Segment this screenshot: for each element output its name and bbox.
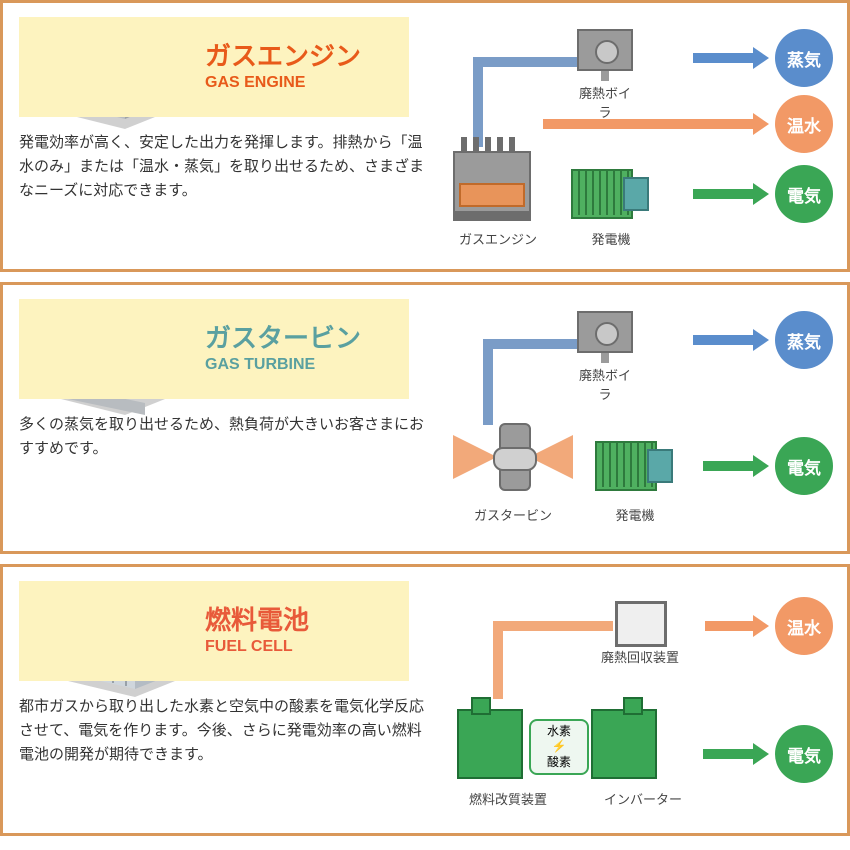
output-arrow [703, 455, 769, 477]
boiler-unit: 廃熱ボイラ [575, 311, 635, 403]
output-badge-電気: 電気 [775, 725, 833, 783]
output-arrow [693, 47, 769, 69]
gas-engine-diagram: 廃熱ボイラ 蒸気 温水 電気 ガスエンジン 発電機 [453, 17, 833, 257]
fuelcell-unit: 水素 ⚡ 酸素 [457, 697, 657, 783]
description: 発電効率が高く、安定した出力を発揮します。排熱から「温水のみ」または「温水・蒸気… [19, 131, 429, 203]
turbine-unit [453, 419, 573, 497]
output-arrow [543, 113, 769, 135]
inverter-label: インバーター [593, 789, 693, 808]
generator-label: 発電機 [595, 505, 675, 524]
generator-unit [595, 435, 673, 493]
engine-unit [453, 147, 543, 221]
engine-label: ガスエンジン [453, 229, 543, 248]
description: 多くの蒸気を取り出せるため、熱負荷が大きいお客さまにおすすめです。 [19, 413, 429, 461]
output-arrow [693, 183, 769, 205]
title-en: GAS ENGINE [205, 74, 361, 92]
title-en: FUEL CELL [205, 638, 309, 656]
title-en: GAS TURBINE [205, 356, 361, 374]
output-arrow [703, 743, 769, 765]
h2-label: 水素 [547, 724, 571, 740]
output-arrow [705, 615, 769, 637]
title-ja: ガスタービン [205, 324, 361, 353]
output-badge-電気: 電気 [775, 165, 833, 223]
output-badge-電気: 電気 [775, 437, 833, 495]
heat-recovery-unit [615, 601, 667, 647]
panel-gas-turbine: ガスタービン GAS TURBINE 多くの蒸気を取り出せるため、熱負荷が大きい… [0, 282, 850, 554]
output-badge-温水: 温水 [775, 597, 833, 655]
turbine-label: ガスタービン [453, 505, 573, 524]
output-badge-温水: 温水 [775, 95, 833, 153]
panel-gas-engine: ガスエンジン GAS ENGINE 発電効率が高く、安定した出力を発揮します。排… [0, 0, 850, 272]
output-badge-蒸気: 蒸気 [775, 311, 833, 369]
description: 都市ガスから取り出した水素と空気中の酸素を電気化学反応させて、電気を作ります。今… [19, 695, 429, 767]
title-ja: 燃料電池 [205, 606, 309, 635]
gas-turbine-diagram: 廃熱ボイラ 蒸気 電気 ガスタービン 発電機 [453, 299, 833, 539]
output-arrow [693, 329, 769, 351]
title-ja: ガスエンジン [205, 42, 361, 71]
boiler-label: 廃熱ボイラ [575, 365, 635, 403]
o2-label: 酸素 [547, 755, 571, 771]
generator-label: 発電機 [571, 229, 651, 248]
panel-fuel-cell: 燃料電池 FUEL CELL 都市ガスから取り出した水素と空気中の酸素を電気化学… [0, 564, 850, 836]
output-badge-蒸気: 蒸気 [775, 29, 833, 87]
fuel-cell-diagram: 廃熱回収装置 温水 水素 ⚡ 酸素 電気 燃料改質装置 インバーター [453, 581, 833, 821]
generator-unit [571, 163, 649, 221]
title-band: ガスタービン GAS TURBINE [19, 299, 409, 399]
title-band: ガスエンジン GAS ENGINE [19, 17, 409, 117]
title-band: 燃料電池 FUEL CELL [19, 581, 409, 681]
reformer-label: 燃料改質装置 [453, 789, 563, 808]
heat-recovery-label: 廃熱回収装置 [595, 647, 685, 666]
